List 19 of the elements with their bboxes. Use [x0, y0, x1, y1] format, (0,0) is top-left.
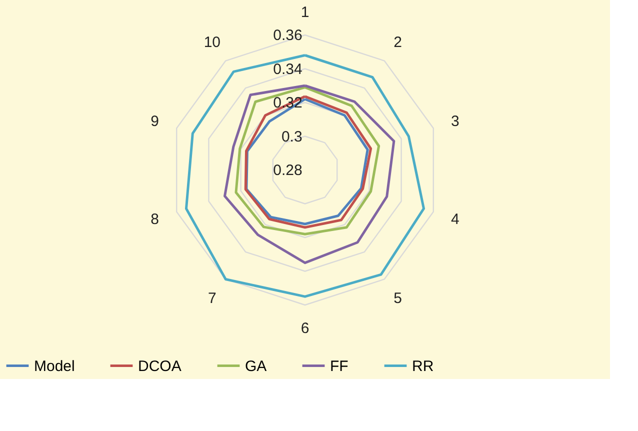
- spoke-label: 7: [208, 290, 216, 307]
- y-tick-label: 0.28: [273, 162, 302, 179]
- spoke-label: 9: [150, 113, 159, 130]
- y-tick-label: 0.36: [273, 27, 302, 44]
- legend-label: FF: [330, 358, 348, 375]
- spoke-label: 6: [300, 320, 310, 337]
- spoke-label: 3: [451, 113, 460, 130]
- spoke-label: 8: [150, 210, 159, 228]
- spoke-label: 4: [451, 210, 460, 228]
- spoke-label: 1: [300, 4, 310, 22]
- spoke-label: 10: [204, 34, 221, 52]
- legend-label: DCOA: [138, 358, 182, 375]
- spoke-label: 2: [394, 34, 402, 52]
- spoke-label: 5: [394, 290, 402, 307]
- legend-label: GA: [245, 358, 267, 375]
- y-tick-label: 0.34: [273, 60, 302, 78]
- legend-label: Model: [34, 358, 75, 375]
- legend-label: RR: [412, 358, 434, 375]
- y-tick-label: 0.3: [281, 128, 302, 146]
